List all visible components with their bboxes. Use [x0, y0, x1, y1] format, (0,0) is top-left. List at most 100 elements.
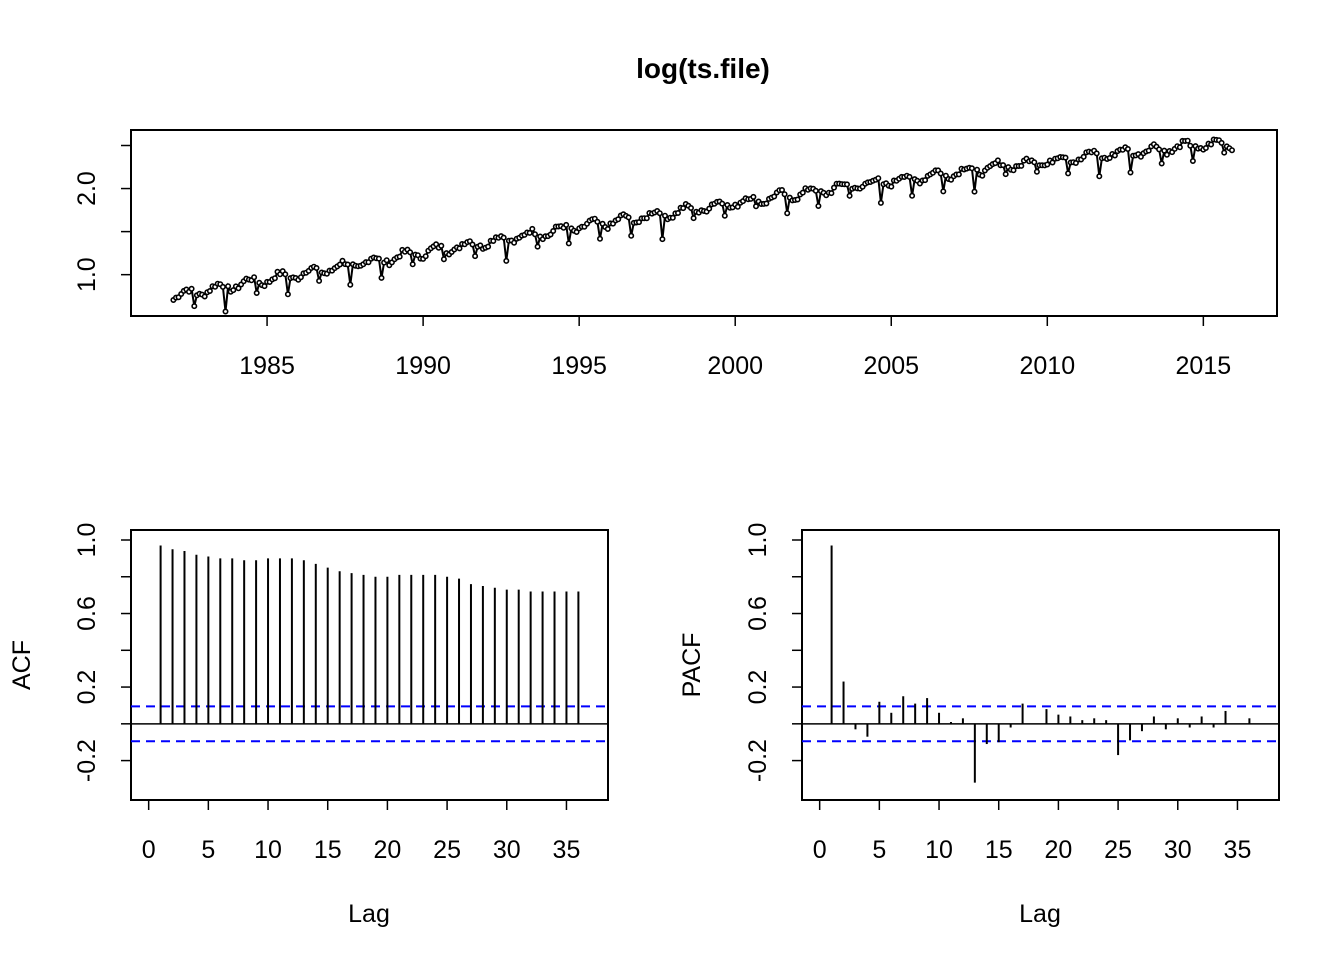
- timeseries-point: [1189, 158, 1196, 165]
- timeseries-point: [1033, 168, 1040, 175]
- timeseries-point: [690, 215, 697, 222]
- timeseries-point: [344, 261, 351, 268]
- timeseries-point: [687, 205, 694, 212]
- timeseries-point: [940, 188, 947, 195]
- acf-x-tick-label: 10: [254, 836, 282, 864]
- pacf-panel: Lag PACF 0 5 10 15 20 25 30 35 -0.2 0.2 0.6 1.0: [678, 523, 1280, 928]
- timeseries-point: [1229, 147, 1236, 154]
- timeseries-point: [750, 193, 757, 200]
- acf-y-tick-label: -0.2: [73, 739, 101, 782]
- timeseries-point: [1156, 146, 1163, 153]
- acf-x-tick-label: 25: [433, 836, 461, 864]
- timeseries-point: [297, 274, 304, 281]
- timeseries-point: [313, 264, 320, 271]
- timeseries-point: [794, 196, 801, 203]
- timeseries-point: [1176, 144, 1183, 151]
- acf-plot-frame: [130, 529, 609, 801]
- timeseries-x-tick-label: 1990: [395, 352, 451, 380]
- timeseries-x-tick-label: 2000: [707, 352, 763, 380]
- timeseries-point: [347, 281, 354, 288]
- timeseries-point: [971, 188, 978, 195]
- timeseries-point: [784, 210, 791, 217]
- timeseries-point: [1184, 137, 1191, 144]
- timeseries-point: [719, 200, 726, 207]
- timeseries-point: [526, 229, 533, 236]
- timeseries-point: [529, 225, 536, 232]
- timeseries-point: [438, 242, 445, 249]
- acf-x-tick-label: 35: [553, 836, 581, 864]
- timeseries-point: [1093, 150, 1100, 157]
- timeseries-point: [615, 216, 622, 223]
- acf-y-axis: -0.2 0.2 0.6 1.0: [73, 523, 132, 782]
- timeseries-point: [1202, 145, 1209, 152]
- timeseries-point: [604, 226, 611, 233]
- timeseries-point: [253, 289, 260, 296]
- timeseries-point: [659, 236, 666, 243]
- timeseries-x-axis: 1985 1990 1995 2000 2005 2010 2015: [239, 315, 1231, 380]
- timeseries-point: [456, 245, 463, 252]
- timeseries-point: [422, 253, 429, 260]
- timeseries-point: [656, 210, 663, 217]
- timeseries-point: [1161, 147, 1168, 154]
- timeseries-point: [316, 277, 323, 284]
- timeseries-point: [1163, 151, 1170, 158]
- pacf-y-tick-label: 0.6: [744, 596, 772, 631]
- acf-y-tick-label: 0.6: [73, 596, 101, 631]
- timeseries-point: [500, 234, 507, 241]
- timeseries-point: [284, 291, 291, 298]
- timeseries-point: [375, 255, 382, 262]
- timeseries-point: [1044, 161, 1051, 168]
- timeseries-x-tick-label: 2005: [863, 352, 919, 380]
- timeseries-point: [1018, 162, 1025, 169]
- timeseries-point: [1221, 149, 1228, 156]
- timeseries-point: [191, 303, 198, 310]
- timeseries-point: [994, 157, 1001, 164]
- pacf-x-tick-label: 25: [1104, 836, 1132, 864]
- acf-x-axis-title: Lag: [348, 900, 390, 928]
- timeseries-point: [1187, 142, 1194, 149]
- pacf-x-axis-title: Lag: [1019, 900, 1061, 928]
- timeseries-point: [628, 232, 635, 239]
- timeseries-point: [378, 274, 385, 281]
- timeseries-point: [271, 275, 278, 282]
- timeseries-point: [721, 212, 728, 219]
- timeseries-point: [1127, 169, 1134, 176]
- timeseries-point: [828, 190, 835, 197]
- timeseries-point: [909, 192, 916, 199]
- timeseries-series: [170, 136, 1236, 315]
- timeseries-point: [235, 285, 242, 292]
- timeseries-point: [706, 205, 713, 212]
- timeseries-point: [550, 228, 557, 235]
- timeseries-point: [201, 293, 208, 300]
- timeseries-point: [396, 253, 403, 260]
- timeseries-y-axis: 1.0 2.0: [73, 144, 132, 292]
- acf-y-tick-label: 0.2: [73, 670, 101, 705]
- timeseries-point: [1049, 159, 1056, 166]
- timeseries-point: [812, 187, 819, 194]
- timeseries-y-tick-label: 2.0: [73, 171, 101, 206]
- timeseries-point: [778, 187, 785, 194]
- timeseries-x-tick-label: 2010: [1019, 352, 1075, 380]
- timeseries-point: [534, 243, 541, 250]
- pacf-x-tick-label: 10: [925, 836, 953, 864]
- timeseries-point: [955, 171, 962, 178]
- timeseries-point: [734, 203, 741, 210]
- pacf-plot-frame: [801, 529, 1280, 801]
- timeseries-point: [282, 271, 289, 278]
- timeseries-point: [1002, 171, 1009, 178]
- pacf-x-tick-label: 5: [872, 836, 886, 864]
- acf-x-tick-label: 5: [201, 836, 215, 864]
- timeseries-point: [251, 274, 258, 281]
- timeseries-point: [1158, 160, 1165, 167]
- timeseries-point: [594, 218, 601, 225]
- timeseries-point: [643, 215, 650, 222]
- timeseries-point: [830, 184, 837, 191]
- timeseries-point: [763, 200, 770, 207]
- timeseries-panel: log(ts.file) 1985 1990 1995 2000 2005 2010 201…: [73, 53, 1278, 380]
- timeseries-point: [336, 261, 343, 268]
- acf-x-tick-label: 30: [493, 836, 521, 864]
- timeseries-point: [490, 238, 497, 245]
- timeseries-point: [752, 203, 759, 210]
- pacf-x-tick-label: 15: [985, 836, 1013, 864]
